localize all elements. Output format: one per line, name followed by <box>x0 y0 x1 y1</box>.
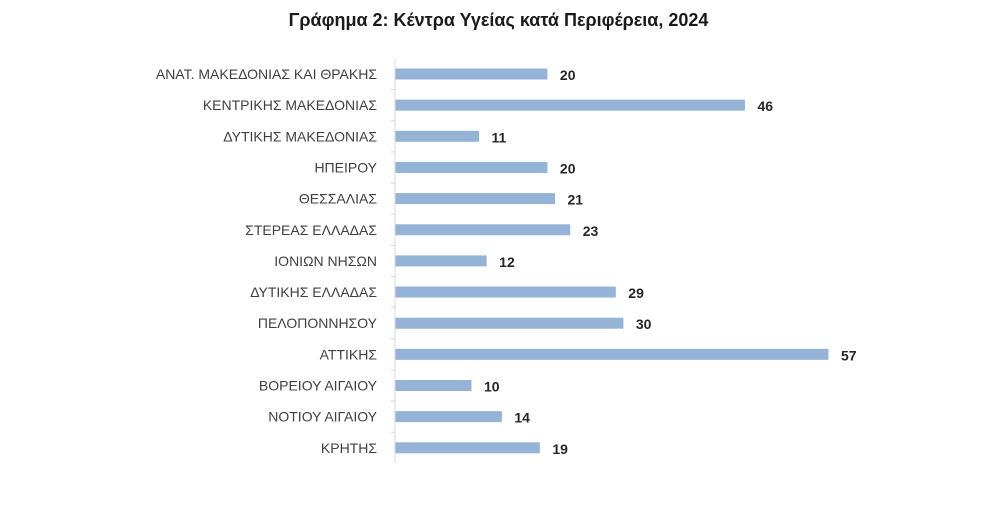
bar <box>395 286 616 298</box>
data-label: 20 <box>560 67 576 83</box>
data-label: 20 <box>560 160 576 176</box>
category-label: ΝΟΤΙΟΥ ΑΙΓΑΙΟΥ <box>268 409 377 425</box>
bar <box>395 130 480 142</box>
bar <box>395 442 540 454</box>
chart-title: Γράφημα 2: Κέντρα Υγείας κατά Περιφέρεια… <box>288 10 709 30</box>
data-label: 21 <box>568 192 584 208</box>
category-label: ΗΠΕΙΡΟΥ <box>314 159 377 175</box>
data-label: 57 <box>841 347 857 363</box>
category-label: ΣΤΕΡΕΑΣ ΕΛΛΑΔΑΣ <box>245 222 377 238</box>
bar <box>395 161 548 173</box>
data-label: 30 <box>636 316 652 332</box>
data-label: 14 <box>514 410 530 426</box>
bar <box>395 68 548 80</box>
category-label: ΔΥΤΙΚΗΣ ΜΑΚΕΔΟΝΙΑΣ <box>223 128 377 144</box>
category-label: ΑΤΤΙΚΗΣ <box>320 346 378 362</box>
bar <box>395 411 502 423</box>
category-label: ΠΕΛΟΠΟΝΝΗΣΟΥ <box>258 315 378 331</box>
category-label: ΘΕΣΣΑΛΙΑΣ <box>299 191 377 207</box>
bar <box>395 255 487 267</box>
category-label: ΙΟΝΙΩΝ ΝΗΣΩΝ <box>274 253 377 269</box>
bar <box>395 224 571 236</box>
data-label: 11 <box>492 129 507 145</box>
data-label: 23 <box>583 223 599 239</box>
category-label: ΚΕΝΤΡΙΚΗΣ ΜΑΚΕΔΟΝΙΑΣ <box>203 97 378 113</box>
category-label: ΔΥΤΙΚΗΣ ΕΛΛΑΔΑΣ <box>250 284 377 300</box>
category-label: ΒΟΡΕΙΟΥ ΑΙΓΑΙΟΥ <box>259 378 378 394</box>
bar <box>395 99 745 111</box>
bar <box>395 380 472 391</box>
category-label: ΑΝΑΤ. ΜΑΚΕΔΟΝΙΑΣ ΚΑΙ ΘΡΑΚΗΣ <box>156 66 377 82</box>
data-label: 46 <box>757 98 773 114</box>
data-label: 29 <box>628 285 644 301</box>
bar <box>395 348 829 360</box>
data-label: 19 <box>552 441 568 457</box>
data-label: 10 <box>484 379 500 395</box>
bar <box>395 317 624 329</box>
bar <box>395 193 556 205</box>
category-label: ΚΡΗΤΗΣ <box>321 440 377 456</box>
data-label: 12 <box>499 254 515 270</box>
